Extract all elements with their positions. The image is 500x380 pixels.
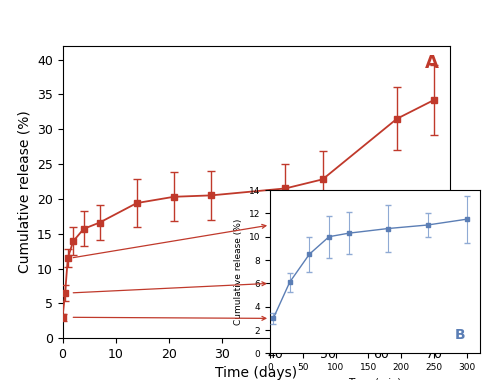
Y-axis label: Cumulative release (%): Cumulative release (%)	[234, 218, 243, 325]
X-axis label: Time (min): Time (min)	[348, 378, 402, 380]
X-axis label: Time (days): Time (days)	[215, 366, 298, 380]
Text: A: A	[424, 54, 438, 72]
Text: B: B	[454, 328, 466, 342]
Y-axis label: Cumulative release (%): Cumulative release (%)	[18, 111, 32, 273]
